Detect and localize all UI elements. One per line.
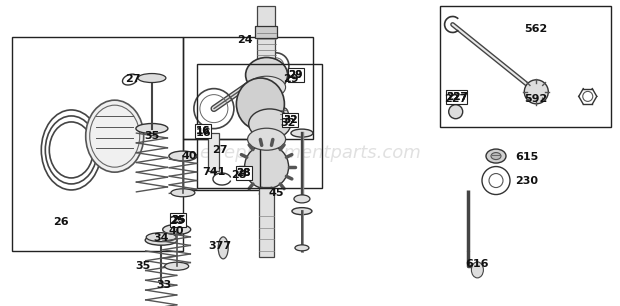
Text: 40: 40: [169, 226, 185, 236]
Text: 562: 562: [525, 24, 548, 34]
Text: 16: 16: [195, 128, 211, 138]
Bar: [12, 37, 183, 251]
Ellipse shape: [236, 78, 285, 130]
Ellipse shape: [86, 100, 144, 172]
Ellipse shape: [162, 225, 191, 234]
Ellipse shape: [471, 262, 484, 278]
Text: 227: 227: [446, 92, 468, 102]
Circle shape: [245, 145, 288, 189]
Text: 33: 33: [157, 280, 172, 290]
Ellipse shape: [169, 151, 197, 161]
Text: 40: 40: [181, 151, 197, 161]
Ellipse shape: [295, 245, 309, 251]
Bar: [197, 64, 322, 188]
Bar: [257, 6, 275, 61]
Text: 16: 16: [196, 126, 211, 136]
Bar: [259, 187, 274, 257]
Text: 25: 25: [170, 215, 185, 225]
Text: 230: 230: [515, 176, 539, 186]
Ellipse shape: [247, 76, 286, 98]
Ellipse shape: [138, 73, 166, 83]
Text: 34: 34: [154, 233, 169, 243]
Ellipse shape: [246, 58, 288, 92]
Ellipse shape: [278, 108, 288, 121]
Text: 32: 32: [283, 115, 298, 125]
Bar: [255, 26, 277, 38]
Text: 28: 28: [236, 168, 251, 178]
Circle shape: [449, 105, 463, 119]
Text: 227: 227: [444, 95, 467, 104]
Ellipse shape: [491, 153, 501, 159]
Text: 27: 27: [125, 74, 141, 84]
Text: 24: 24: [237, 35, 253, 45]
Bar: [446, 90, 467, 104]
Bar: [236, 166, 252, 180]
Text: 741: 741: [202, 167, 226, 177]
Ellipse shape: [136, 124, 168, 133]
Text: 45: 45: [268, 188, 283, 198]
Text: 35: 35: [144, 131, 159, 141]
Text: 16: 16: [196, 126, 211, 136]
Bar: [183, 139, 260, 190]
Ellipse shape: [247, 128, 286, 150]
Text: 616: 616: [466, 259, 489, 269]
Text: 29: 29: [288, 70, 303, 80]
Ellipse shape: [294, 195, 310, 203]
Text: 28: 28: [236, 168, 251, 178]
Bar: [288, 68, 304, 82]
Ellipse shape: [145, 235, 177, 245]
Bar: [208, 133, 219, 171]
Text: 28: 28: [231, 170, 247, 180]
Text: 25: 25: [169, 216, 184, 226]
Ellipse shape: [171, 189, 195, 197]
Ellipse shape: [146, 233, 176, 242]
Bar: [440, 6, 611, 127]
Ellipse shape: [165, 262, 188, 270]
Bar: [195, 124, 211, 138]
Text: 377: 377: [208, 241, 232, 251]
Text: 25: 25: [170, 215, 185, 225]
Text: 26: 26: [53, 217, 69, 227]
Bar: [183, 37, 313, 139]
Ellipse shape: [486, 149, 506, 163]
Text: 35: 35: [135, 261, 150, 271]
Ellipse shape: [249, 109, 291, 139]
Text: 227: 227: [446, 92, 468, 102]
Text: 29: 29: [283, 74, 299, 84]
Text: 615: 615: [515, 152, 539, 162]
Bar: [170, 213, 186, 227]
Text: 27: 27: [212, 145, 228, 155]
Text: 592: 592: [525, 95, 548, 104]
Bar: [282, 113, 298, 127]
Text: 32: 32: [283, 115, 298, 125]
Text: e-replacementparts.com: e-replacementparts.com: [199, 144, 421, 162]
Text: 32: 32: [281, 118, 296, 128]
Ellipse shape: [218, 237, 228, 259]
Ellipse shape: [291, 129, 313, 137]
Text: 29: 29: [288, 70, 303, 80]
Ellipse shape: [292, 208, 312, 215]
Circle shape: [525, 80, 548, 104]
